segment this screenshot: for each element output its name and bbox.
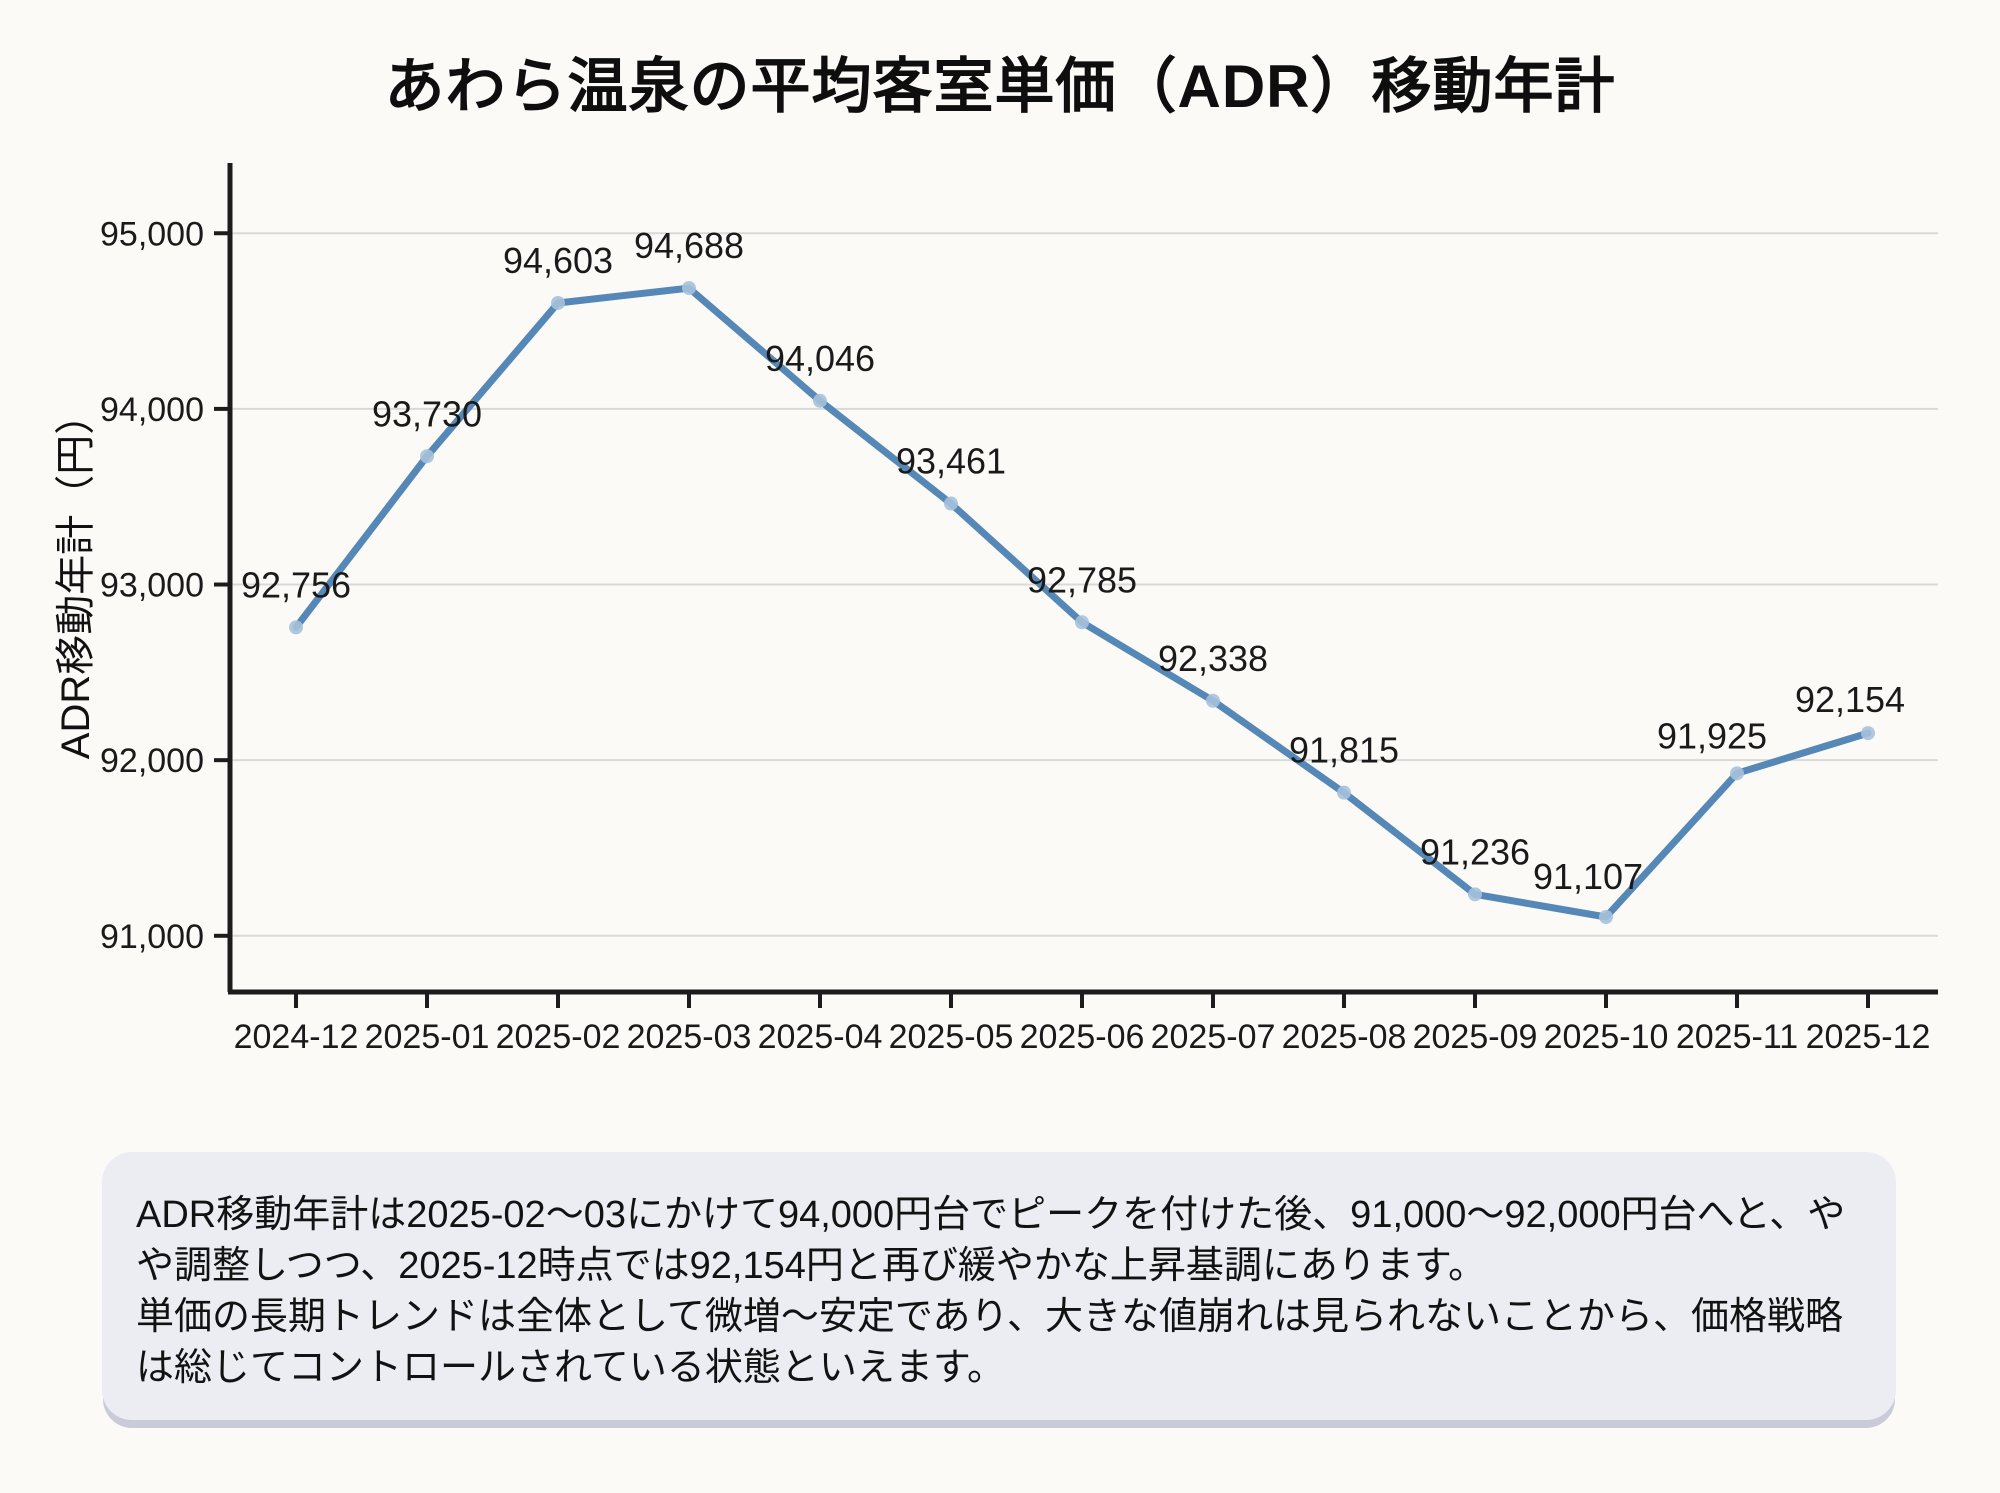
- summary-paragraph-2: 単価の長期トレンドは全体として微増～安定であり、大きな値崩れは見られないことから…: [136, 1296, 1843, 1389]
- x-tick-label: 2025-09: [1413, 1018, 1538, 1056]
- data-point-label: 91,236: [1420, 831, 1530, 872]
- x-tick-label: 2025-12: [1806, 1018, 1931, 1056]
- x-tick-label: 2025-02: [496, 1018, 621, 1056]
- x-tick-label: 2025-07: [1151, 1018, 1276, 1056]
- data-point-marker: [289, 620, 303, 635]
- data-point-marker: [682, 281, 696, 296]
- data-point-label: 92,154: [1795, 679, 1905, 720]
- x-tick-label: 2025-04: [758, 1018, 883, 1056]
- data-point-label: 93,730: [372, 393, 482, 434]
- x-tick-label: 2025-05: [889, 1018, 1014, 1056]
- data-point-marker: [420, 449, 434, 464]
- x-tick-label: 2025-08: [1282, 1018, 1407, 1056]
- y-tick-label: 94,000: [100, 391, 204, 429]
- summary-paragraph-1: ADR移動年計は2025-02～03にかけて94,000円台でピークを付けた後、…: [136, 1194, 1846, 1287]
- trend-line: [292, 284, 1872, 921]
- data-point-marker: [1599, 910, 1613, 925]
- summary-box: ADR移動年計は2025-02～03にかけて94,000円台でピークを付けた後、…: [102, 1152, 1896, 1420]
- data-point-marker: [1337, 785, 1351, 800]
- data-point-label: 94,046: [765, 338, 875, 379]
- data-point-label: 92,756: [241, 564, 351, 605]
- data-point-label: 93,461: [896, 441, 1006, 482]
- y-tick-label: 92,000: [100, 742, 204, 780]
- y-tick-label: 91,000: [100, 918, 204, 956]
- data-point-label: 92,785: [1027, 559, 1137, 600]
- x-tick-label: 2025-11: [1676, 1018, 1798, 1056]
- data-point-marker: [813, 393, 827, 408]
- x-tick-label: 2025-10: [1544, 1018, 1669, 1056]
- data-point-marker: [1730, 766, 1744, 781]
- x-tick-label: 2025-01: [365, 1018, 490, 1056]
- data-point-label: 91,815: [1289, 730, 1399, 771]
- y-tick-label: 93,000: [100, 567, 204, 605]
- data-point-label: 92,338: [1158, 638, 1268, 679]
- data-point-label: 91,925: [1657, 715, 1767, 756]
- x-tick-label: 2025-03: [627, 1018, 752, 1056]
- data-point-marker: [1468, 887, 1482, 902]
- data-point-marker: [551, 295, 565, 310]
- data-point-label: 91,107: [1533, 856, 1643, 897]
- y-tick-label: 95,000: [100, 215, 204, 253]
- data-point-marker: [944, 496, 958, 511]
- data-point-marker: [1206, 693, 1220, 708]
- chart-title: あわら温泉の平均客室単価（ADR）移動年計: [384, 53, 1616, 120]
- data-point-marker: [1075, 615, 1089, 630]
- data-point-marker: [1861, 726, 1875, 741]
- data-point-label: 94,688: [634, 225, 744, 266]
- data-point-label: 94,603: [503, 240, 613, 281]
- x-tick-label: 2025-06: [1020, 1018, 1145, 1056]
- x-tick-label: 2024-12: [234, 1018, 359, 1056]
